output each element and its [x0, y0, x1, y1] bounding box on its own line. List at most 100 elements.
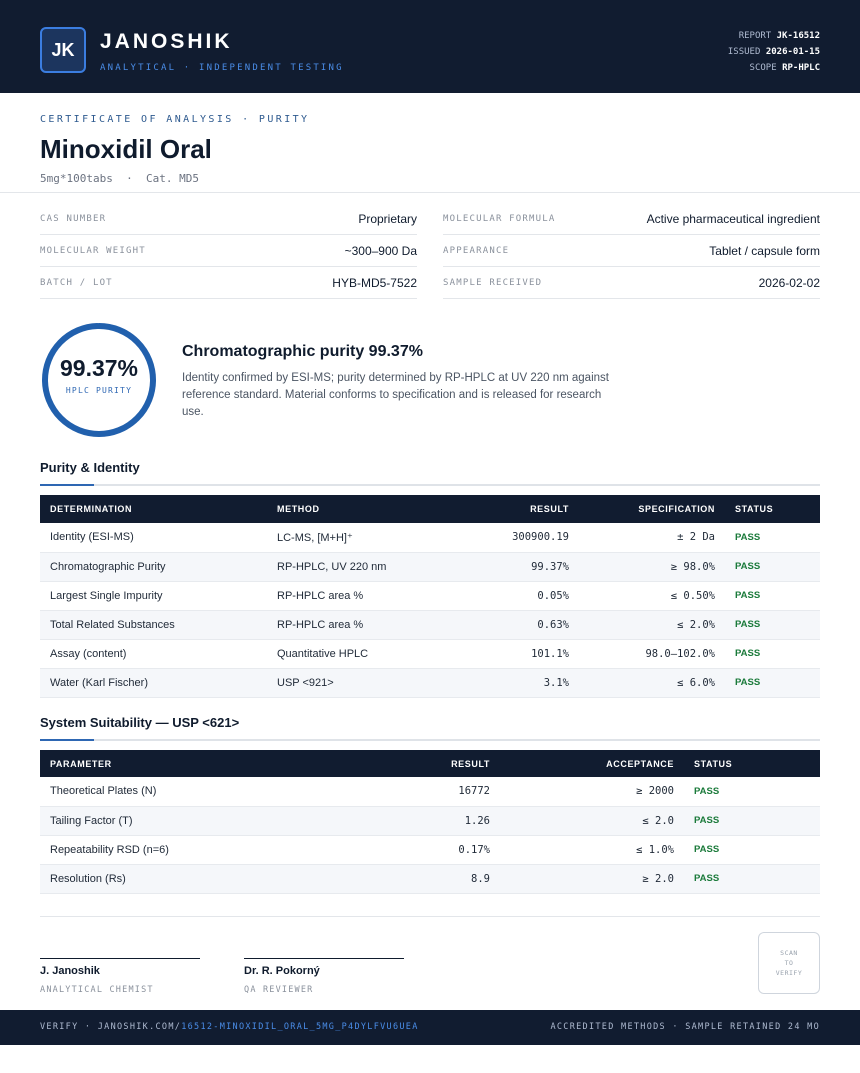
signatory-role: ANALYTICAL CHEMIST	[40, 985, 154, 995]
logo-badge: JK	[40, 27, 86, 73]
property-value: Active pharmaceutical ingredient	[646, 211, 820, 226]
verify-link[interactable]: 16512-MINOXIDIL_ORAL_5MG_P4DYLFVU6UEA	[181, 1022, 419, 1032]
property-sample-received: SAMPLE RECEIVED 2026-02-02	[443, 267, 820, 299]
table-cell: RP-HPLC, UV 220 nm	[267, 552, 434, 582]
verify-prefix: VERIFY · JANOSHIK.COM/	[40, 1022, 182, 1032]
property-label: BATCH / LOT	[40, 277, 113, 288]
signatory-name: Dr. R. Pokorný	[244, 965, 320, 977]
column-header: SPECIFICATION	[579, 495, 725, 523]
report-header: JK JANOSHIK ANALYTICAL · INDEPENDENT TES…	[0, 0, 860, 93]
status-badge: PASS	[725, 639, 820, 669]
purity-identity-table: DETERMINATION METHOD RESULT SPECIFICATIO…	[40, 495, 820, 698]
status-badge: PASS	[725, 523, 820, 553]
property-molecular-weight: MOLECULAR WEIGHT ~300–900 Da	[40, 235, 417, 267]
property-value: ~300–900 Da	[344, 243, 417, 258]
column-header: STATUS	[725, 495, 820, 523]
property-label: MOLECULAR FORMULA	[443, 213, 556, 224]
table-cell: 1.26	[340, 806, 500, 836]
property-value: HYB-MD5-7522	[332, 275, 417, 290]
signature-block-chemist: J. Janoshik ANALYTICAL CHEMIST	[40, 958, 200, 995]
issued-label: ISSUED	[727, 47, 761, 57]
brand-tagline: ANALYTICAL · INDEPENDENT TESTING	[100, 63, 344, 73]
status-badge: PASS	[684, 864, 820, 894]
status-badge: PASS	[725, 581, 820, 611]
issued-date: 2026-01-15	[765, 47, 820, 57]
column-header: ACCEPTANCE	[500, 750, 684, 777]
table-cell: 0.63%	[434, 610, 579, 640]
table-row: Repeatability RSD (n=6) 0.17% ≤ 1.0% PASS	[40, 835, 820, 865]
product-subtitle: 5mg*100tabs · Cat. MD5	[40, 172, 199, 185]
table-cell: Total Related Substances	[40, 610, 267, 640]
table-header-row: PARAMETER RESULT ACCEPTANCE STATUS	[40, 750, 820, 777]
table-cell: 300900.19	[434, 523, 579, 553]
signatory-name: J. Janoshik	[40, 965, 100, 977]
section-rule	[40, 484, 820, 486]
table-cell: Assay (content)	[40, 639, 267, 669]
footer-note: ACCREDITED METHODS · SAMPLE RETAINED 24 …	[550, 1022, 820, 1032]
table-cell: RP-HPLC area %	[267, 581, 434, 611]
table-cell: Tailing Factor (T)	[40, 806, 340, 836]
table-cell: ≤ 2.0	[500, 806, 684, 836]
purity-caption: HPLC PURITY	[65, 386, 133, 395]
scope-label: SCOPE	[749, 63, 777, 73]
system-suitability-table: PARAMETER RESULT ACCEPTANCE STATUS Theor…	[40, 750, 820, 894]
table-row: Theoretical Plates (N) 16772 ≥ 2000 PASS	[40, 777, 820, 807]
section-title-suitability: System Suitability — USP <621>	[40, 715, 240, 730]
table-row: Tailing Factor (T) 1.26 ≤ 2.0 PASS	[40, 806, 820, 836]
status-badge: PASS	[725, 610, 820, 640]
signature-block-reviewer: Dr. R. Pokorný QA REVIEWER	[244, 958, 404, 995]
property-appearance: APPEARANCE Tablet / capsule form	[443, 235, 820, 267]
status-badge: PASS	[684, 835, 820, 865]
table-cell: ≥ 2000	[500, 777, 684, 807]
table-cell: ≤ 6.0%	[579, 668, 725, 698]
property-value: Tablet / capsule form	[709, 243, 820, 258]
report-label: REPORT	[738, 31, 772, 41]
table-cell: Chromatographic Purity	[40, 552, 267, 582]
table-row: Largest Single Impurity RP-HPLC area % 0.0…	[40, 581, 820, 611]
column-header: RESULT	[340, 750, 500, 777]
table-cell: 8.9	[340, 864, 500, 894]
verify-line: VERIFY · JANOSHIK.COM/16512-MINOXIDIL_OR…	[40, 1022, 419, 1032]
property-label: CAS NUMBER	[40, 213, 107, 224]
property-label: APPEARANCE	[443, 245, 510, 256]
status-badge: PASS	[684, 806, 820, 836]
section-rule	[40, 739, 820, 741]
table-cell: Identity (ESI-MS)	[40, 523, 267, 553]
table-cell: USP <921>	[267, 668, 434, 698]
section-title-purity: Purity & Identity	[40, 460, 140, 475]
table-cell: ≥ 2.0	[500, 864, 684, 894]
table-cell: 99.37%	[434, 552, 579, 582]
property-label: MOLECULAR WEIGHT	[40, 245, 146, 256]
table-cell: RP-HPLC area %	[267, 610, 434, 640]
status-badge: PASS	[725, 668, 820, 698]
column-header: STATUS	[684, 750, 820, 777]
report-footer: VERIFY · JANOSHIK.COM/16512-MINOXIDIL_OR…	[0, 1010, 860, 1045]
table-row: Assay (content) Quantitative HPLC 101.1% 98…	[40, 639, 820, 669]
purity-ring-fill	[42, 323, 156, 437]
verify-qr-placeholder[interactable]: SCAN TO VERIFY	[758, 932, 820, 994]
brand-name: JANOSHIK	[100, 30, 233, 53]
property-batch: BATCH / LOT HYB-MD5-7522	[40, 267, 417, 299]
table-row: Water (Karl Fischer) USP <921> 3.1% ≤ 6.0% P…	[40, 668, 820, 698]
summary-headline: Chromatographic purity 99.37%	[182, 343, 423, 360]
page-title: Minoxidil Oral	[40, 134, 212, 164]
table-cell: ± 2 Da	[579, 523, 725, 553]
table-cell: 16772	[340, 777, 500, 807]
table-cell: LC-MS, [M+H]⁺	[267, 523, 434, 553]
status-badge: PASS	[725, 552, 820, 582]
table-row: Total Related Substances RP-HPLC area % 0.…	[40, 610, 820, 640]
scope-value: RP-HPLC	[782, 63, 820, 73]
table-cell: 0.05%	[434, 581, 579, 611]
section-rule-accent	[40, 739, 94, 741]
table-cell: Quantitative HPLC	[267, 639, 434, 669]
property-value: 2026-02-02	[758, 275, 820, 290]
table-cell: 101.1%	[434, 639, 579, 669]
table-cell: Theoretical Plates (N)	[40, 777, 340, 807]
table-row: Chromatographic Purity RP-HPLC, UV 220 nm…	[40, 552, 820, 582]
purity-value: 99.37%	[59, 355, 138, 381]
report-meta: REPORT JK-16512 ISSUED 2026-01-15 SCOPE …	[728, 28, 820, 76]
column-header: DETERMINATION	[40, 495, 267, 523]
column-header: METHOD	[267, 495, 434, 523]
summary-text: Identity confirmed by ESI-MS; purity det…	[182, 372, 609, 418]
table-cell: Repeatability RSD (n=6)	[40, 835, 340, 865]
